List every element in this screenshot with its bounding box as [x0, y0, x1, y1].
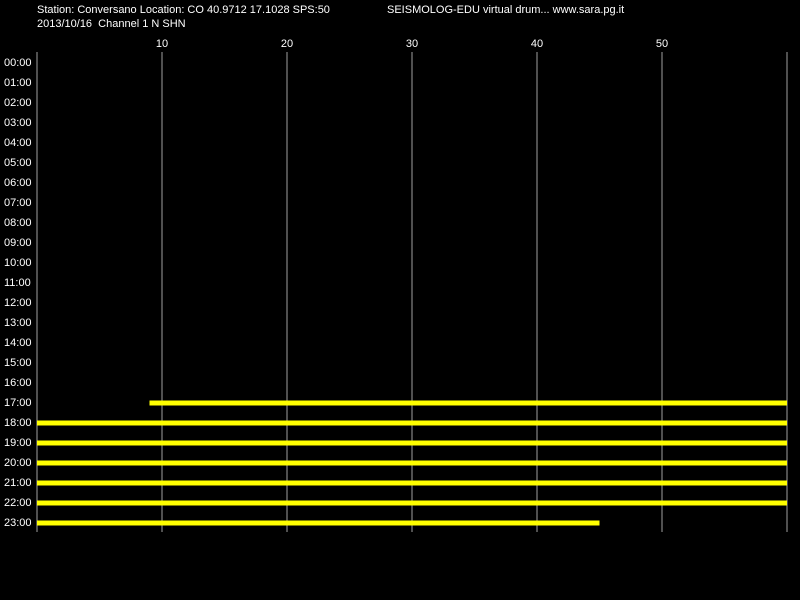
row-label: 22:00 [4, 497, 32, 509]
station-title: Station: Conversano Location: CO 40.9712… [37, 4, 330, 16]
row-label: 13:00 [4, 317, 32, 329]
seismic-trace [37, 520, 600, 526]
row-label: 08:00 [4, 217, 32, 229]
row-label: 04:00 [4, 137, 32, 149]
row-label: 00:00 [4, 57, 32, 69]
seismic-trace [37, 460, 787, 466]
seismic-trace [37, 440, 787, 446]
row-label: 10:00 [4, 257, 32, 269]
row-label: 06:00 [4, 177, 32, 189]
row-label: 16:00 [4, 377, 32, 389]
seismic-trace [149, 400, 787, 406]
row-label: 17:00 [4, 397, 32, 409]
row-label: 05:00 [4, 157, 32, 169]
row-label: 19:00 [4, 437, 32, 449]
seismic-trace [37, 420, 787, 426]
row-label: 20:00 [4, 457, 32, 469]
row-label: 23:00 [4, 517, 32, 529]
row-label: 21:00 [4, 477, 32, 489]
x-tick-label: 10 [156, 38, 168, 50]
row-label: 15:00 [4, 357, 32, 369]
row-label: 12:00 [4, 297, 32, 309]
x-tick-label: 40 [531, 38, 543, 50]
seismic-trace [37, 500, 787, 506]
row-label: 11:00 [4, 277, 31, 289]
row-label: 02:00 [4, 97, 32, 109]
row-label: 07:00 [4, 197, 32, 209]
seismic-trace [37, 480, 787, 486]
row-label: 09:00 [4, 237, 32, 249]
x-tick-label: 20 [281, 38, 293, 50]
x-tick-label: 30 [406, 38, 418, 50]
app-credit: SEISMOLOG-EDU virtual drum... www.sara.p… [387, 4, 624, 16]
row-label: 01:00 [4, 77, 32, 89]
x-tick-label: 50 [656, 38, 668, 50]
row-label: 03:00 [4, 117, 32, 129]
row-label: 18:00 [4, 417, 32, 429]
date-channel: 2013/10/16 Channel 1 N SHN [37, 18, 186, 30]
row-label: 14:00 [4, 337, 32, 349]
